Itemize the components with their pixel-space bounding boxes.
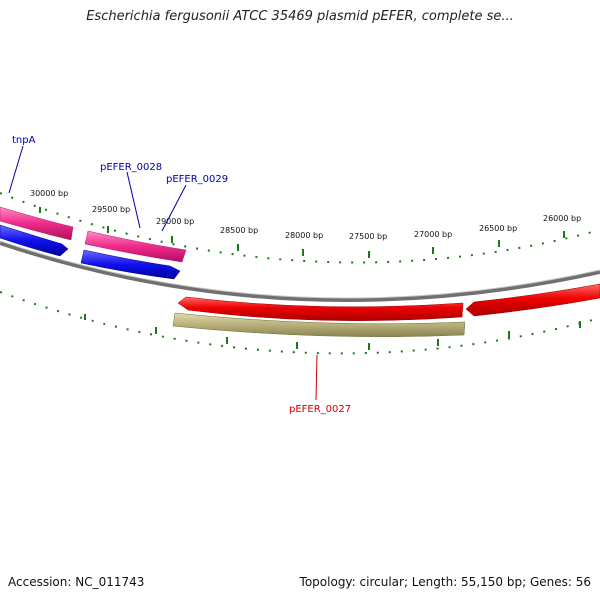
- ruler-label: 27500 bp: [349, 232, 387, 241]
- backbone-ring: [0, 241, 600, 302]
- gene-tnpA[interactable]: [0, 206, 74, 241]
- label-leaders: [8, 145, 318, 401]
- ruler-label: 28500 bp: [220, 226, 258, 235]
- map-title: Escherichia fergusonii ATCC 35469 plasmi…: [86, 9, 514, 24]
- gene-pEFER_0029[interactable]: [80, 249, 181, 280]
- gene-label-pEFER_0027[interactable]: pEFER_0027: [289, 404, 351, 415]
- ruler-inner-ticks: [84, 314, 581, 350]
- gene-pEFER_0028[interactable]: [84, 230, 187, 263]
- gene-label-pEFER_0028[interactable]: pEFER_0028: [100, 162, 162, 173]
- ruler-label: 27000 bp: [414, 230, 452, 239]
- ruler-labels: 30000 bp 29500 bp 29000 bp 28500 bp 2800…: [30, 189, 581, 241]
- gene-label-tnpA[interactable]: tnpA: [12, 135, 36, 146]
- ruler-label: 28000 bp: [285, 231, 323, 240]
- gene-label-pEFER_0029[interactable]: pEFER_0029: [166, 174, 228, 185]
- ruler-label: 29000 bp: [156, 217, 194, 226]
- gene-red-right[interactable]: [465, 283, 600, 317]
- leader-pEFER_0027: [315, 354, 318, 401]
- leader-pEFER_0028: [126, 171, 141, 229]
- ruler-label: 30000 bp: [30, 189, 68, 198]
- ruler-label: 26000 bp: [543, 214, 581, 223]
- leader-tnpA: [8, 145, 24, 194]
- accession-text: Accession: NC_011743: [8, 575, 145, 589]
- gene-red-left[interactable]: [177, 296, 464, 321]
- backbone-ring-highlight: [0, 240, 600, 299]
- gene-pEFER_0027[interactable]: [172, 312, 466, 337]
- leader-pEFER_0029: [161, 184, 187, 232]
- ruler-label: 26500 bp: [479, 224, 517, 233]
- ruler-outer-ticks: [39, 207, 565, 258]
- gene-labels: tnpA pEFER_0028 pEFER_0029 pEFER_0027: [12, 135, 351, 415]
- ruler-label: 29500 bp: [92, 205, 130, 214]
- topology-summary-text: Topology: circular; Length: 55,150 bp; G…: [299, 575, 591, 589]
- gene-blue-left[interactable]: [0, 224, 69, 257]
